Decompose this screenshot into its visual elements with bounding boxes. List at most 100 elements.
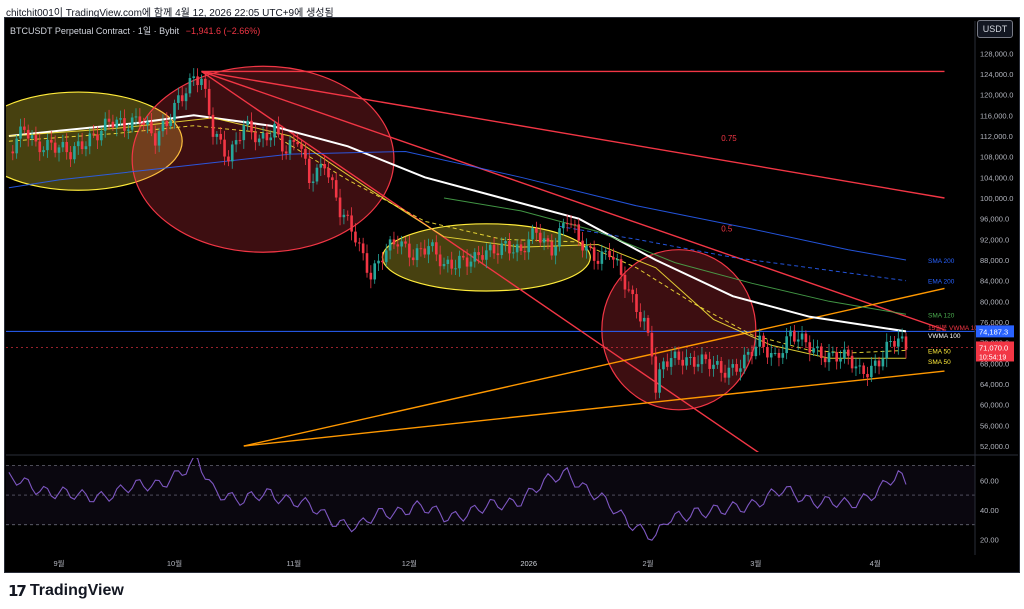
symbol-title[interactable]: BTCUSDT Perpetual Contract · 1일 · Bybit	[10, 26, 180, 36]
price-tick-label: 88,000.0	[980, 256, 1009, 265]
currency-button[interactable]: USDT	[977, 20, 1013, 38]
candle-body	[134, 116, 138, 118]
candle-body	[373, 263, 376, 280]
candle-body	[654, 356, 658, 393]
candle-body	[565, 223, 569, 225]
time-tick-label: 12월	[402, 558, 417, 568]
candle-body	[431, 242, 434, 247]
tradingview-logo[interactable]: 17 TradingView	[8, 582, 124, 600]
candle-body	[415, 248, 419, 261]
candle-body	[177, 95, 180, 103]
candle-body	[573, 224, 577, 226]
candle-body	[877, 360, 881, 367]
candle-body	[284, 151, 288, 154]
candle-body	[858, 365, 862, 367]
candle-body	[230, 144, 234, 162]
candle-body	[746, 351, 750, 355]
candle-body	[311, 181, 315, 184]
candle-body	[523, 250, 527, 253]
candle-body	[454, 268, 457, 270]
candle-body	[296, 141, 299, 145]
candle-body	[96, 134, 99, 141]
candle-body	[504, 241, 507, 244]
candle-body	[257, 138, 261, 143]
candle-body	[800, 333, 804, 340]
candle-body	[731, 364, 735, 368]
candle-body	[669, 358, 673, 367]
candle-body	[34, 135, 38, 142]
candle-body	[897, 338, 900, 347]
fib-0.5-line	[201, 70, 945, 331]
price-tick-label: 84,000.0	[980, 277, 1009, 286]
candle-body	[488, 244, 492, 251]
candle-body	[250, 120, 253, 133]
candle-body	[592, 247, 596, 261]
candle-body	[388, 239, 392, 251]
candle-body	[862, 365, 865, 374]
price-tick-label: 128,000.0	[980, 49, 1013, 58]
last-price-text: 71,070.0	[979, 343, 1008, 352]
candle-body	[508, 241, 511, 254]
candle-body	[227, 156, 230, 162]
candle-body	[396, 244, 400, 247]
candle-body	[823, 358, 827, 363]
candle-body	[735, 364, 738, 372]
candle-body	[111, 121, 115, 128]
candle-body	[254, 132, 257, 143]
candle-body	[766, 346, 769, 358]
candle-body	[558, 228, 561, 247]
candle-body	[146, 121, 149, 125]
candle-body	[723, 372, 727, 378]
candle-body	[400, 241, 403, 247]
candle-body	[381, 260, 384, 263]
indicator-label: EMA 50	[928, 348, 951, 355]
fan-line-steep	[201, 70, 760, 452]
candle-body	[57, 147, 61, 153]
candle-body	[835, 352, 838, 362]
candle-body	[681, 359, 684, 366]
candle-body	[173, 102, 176, 121]
candle-body	[623, 274, 627, 290]
price-tick-label: 124,000.0	[980, 70, 1013, 79]
candle-body	[889, 341, 892, 343]
candle-body	[11, 151, 15, 154]
candle-body	[73, 146, 76, 160]
candle-body	[804, 333, 808, 343]
vwma-badge-text: 74,187.3	[979, 327, 1008, 336]
candle-body	[716, 361, 719, 365]
candle-body	[369, 272, 373, 280]
candle-body	[361, 243, 365, 254]
candle-body	[639, 312, 642, 322]
candle-body	[808, 342, 812, 353]
candle-body	[458, 255, 461, 269]
candle-body	[585, 245, 588, 251]
candle-body	[677, 351, 681, 360]
indicator-sma-120	[443, 197, 907, 315]
candle-body	[465, 257, 469, 267]
candle-body	[19, 126, 22, 139]
capture-caption: chitchit001이 TradingView.com에 함께 4월 12, …	[6, 8, 334, 19]
candle-body	[46, 139, 49, 151]
candle-body	[346, 214, 350, 216]
candle-body	[411, 257, 415, 261]
price-tick-label: 96,000.0	[980, 215, 1009, 224]
candle-body	[323, 164, 326, 169]
time-tick-label: 2월	[643, 558, 654, 568]
price-tick-label: 64,000.0	[980, 380, 1009, 389]
candle-body	[365, 253, 369, 273]
candle-body	[315, 167, 319, 182]
candle-body	[839, 358, 842, 362]
candle-body	[377, 260, 380, 264]
candle-body	[519, 244, 523, 251]
candle-body	[234, 140, 238, 145]
indicator-label: EMA 200	[928, 279, 955, 286]
candle-body	[438, 254, 442, 267]
candle-body	[700, 354, 704, 365]
candle-body	[816, 346, 819, 349]
time-tick-label: 4월	[870, 558, 881, 568]
candle-body	[515, 244, 519, 253]
candle-body	[69, 152, 72, 160]
candle-body	[273, 123, 276, 138]
candle-body	[169, 120, 172, 126]
